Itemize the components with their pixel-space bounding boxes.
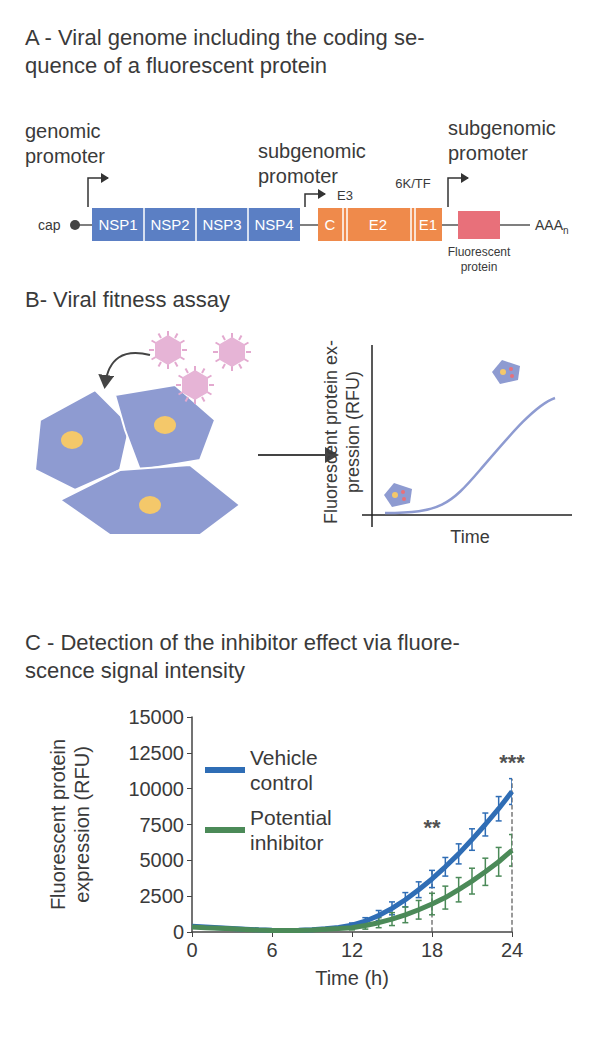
svg-text:cap: cap — [38, 217, 61, 233]
svg-text:E2: E2 — [369, 216, 387, 233]
svg-text:18: 18 — [421, 939, 443, 961]
svg-text:promoter: promoter — [25, 145, 105, 167]
svg-text:control: control — [250, 771, 313, 794]
svg-text:B- Viral fitness assay: B- Viral fitness assay — [25, 287, 230, 312]
svg-text:5000: 5000 — [140, 849, 185, 871]
svg-text:0: 0 — [186, 939, 197, 961]
svg-text:C: C — [325, 216, 336, 233]
svg-text:inhibitor: inhibitor — [250, 831, 324, 854]
svg-text:6K/TF: 6K/TF — [395, 176, 430, 191]
svg-text:protein: protein — [461, 260, 498, 274]
svg-text:scence signal intensity: scence signal intensity — [25, 658, 245, 683]
svg-text:10000: 10000 — [128, 778, 184, 800]
svg-text:expression (RFU): expression (RFU) — [71, 746, 93, 903]
svg-text:12: 12 — [341, 939, 363, 961]
svg-text:Time (h): Time (h) — [315, 967, 389, 989]
svg-text:6: 6 — [266, 939, 277, 961]
svg-text:genomic: genomic — [25, 120, 101, 142]
svg-text:0: 0 — [173, 921, 184, 943]
svg-text:Vehicle: Vehicle — [250, 746, 318, 769]
svg-text:Fluorescent protein: Fluorescent protein — [47, 739, 69, 910]
svg-text:Fluorescent: Fluorescent — [448, 245, 511, 259]
svg-text:AAAn: AAAn — [535, 217, 569, 236]
svg-text:Potential: Potential — [250, 806, 332, 829]
svg-text:NSP1: NSP1 — [98, 216, 137, 233]
svg-text:**: ** — [423, 815, 441, 840]
svg-text:A - Viral genome including the: A - Viral genome including the coding se… — [25, 25, 425, 50]
svg-text:15000: 15000 — [128, 706, 184, 728]
svg-text:C - Detection of the inhibitor: C - Detection of the inhibitor effect vi… — [25, 630, 460, 655]
svg-text:promoter: promoter — [448, 142, 528, 164]
svg-text:subgenomic: subgenomic — [448, 117, 556, 139]
svg-text:Fluorescent protein ex-pressio: Fluorescent protein ex-pression (RFU) — [321, 340, 363, 524]
svg-text:NSP4: NSP4 — [254, 216, 293, 233]
svg-text:E1: E1 — [419, 216, 437, 233]
svg-text:12500: 12500 — [128, 742, 184, 764]
svg-text:Time: Time — [450, 527, 489, 547]
svg-text:subgenomic: subgenomic — [258, 140, 366, 162]
svg-text:NSP2: NSP2 — [150, 216, 189, 233]
svg-text:NSP3: NSP3 — [202, 216, 241, 233]
svg-text:***: *** — [499, 750, 525, 775]
svg-text:E3: E3 — [337, 188, 353, 203]
svg-text:24: 24 — [501, 939, 523, 961]
svg-text:7500: 7500 — [140, 814, 185, 836]
svg-text:2500: 2500 — [140, 885, 185, 907]
svg-text:quence of a fluorescent protei: quence of a fluorescent protein — [25, 53, 327, 78]
svg-text:promoter: promoter — [258, 165, 338, 187]
